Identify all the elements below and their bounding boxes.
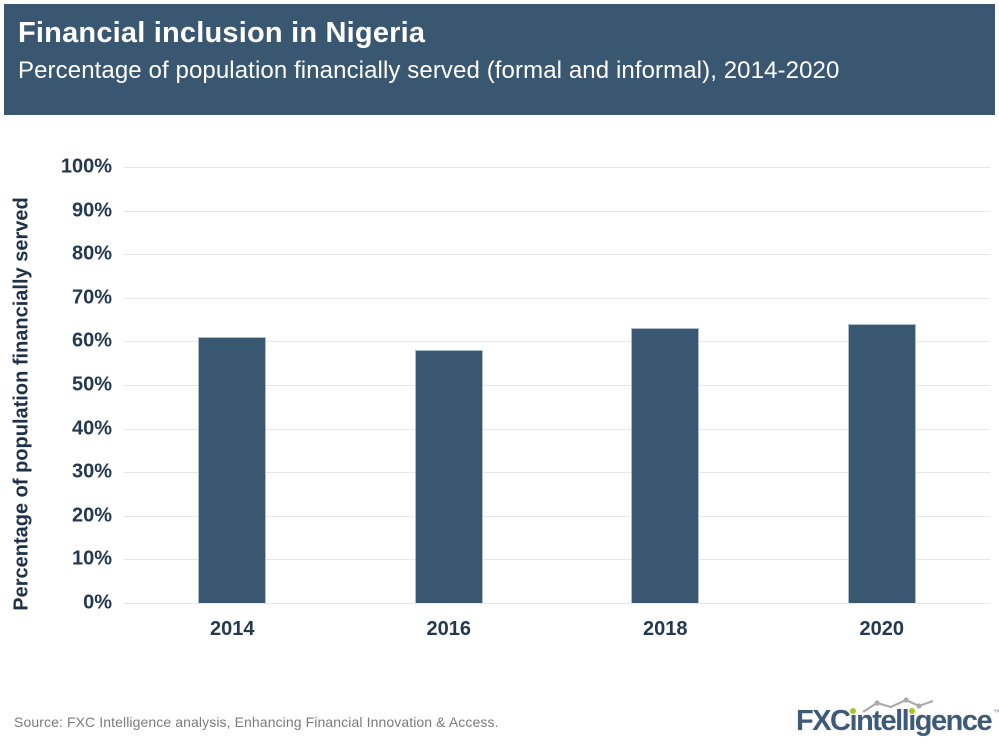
bar-2016: [414, 350, 483, 603]
y-tick-label-50: 50%: [71, 373, 112, 396]
x-axis-labels: 2014 2016 2018 2020: [124, 618, 990, 646]
logo-letter: e: [880, 705, 896, 737]
logo-letter: l: [895, 705, 903, 737]
bar-2014: [198, 337, 267, 603]
logo-text-intelligence: ıntellıgence: [849, 705, 993, 737]
gridline-50: [124, 385, 990, 386]
y-tick-label-40: 40%: [71, 417, 112, 440]
chart-header: Financial inclusion in Nigeria Percentag…: [4, 4, 995, 115]
gridline-20: [124, 515, 990, 517]
x-tick-label-2020: 2020: [859, 618, 905, 640]
bar-2020: [847, 323, 916, 603]
logo-letter: g: [914, 705, 933, 737]
logo-text: FXCıntellıgence ™: [796, 705, 999, 738]
logo-letter: n: [945, 705, 964, 737]
logo-trademark-icon: ™: [993, 708, 999, 718]
y-tick-label-90: 90%: [71, 199, 112, 222]
x-tick-label-2014: 2014: [210, 618, 255, 640]
logo-text-fxc: FXC: [796, 705, 851, 737]
gridline-30: [124, 472, 990, 474]
y-tick-label-70: 70%: [71, 286, 112, 309]
logo-letter: ı: [849, 705, 858, 737]
fxc-intelligence-logo: FXCıntellıgence ™: [796, 692, 999, 746]
logo-sparkline-icon: [862, 697, 934, 713]
gridline-60: [124, 341, 990, 343]
x-tick-label-2018: 2018: [643, 618, 688, 640]
logo-letter: l: [901, 705, 910, 737]
y-tick-label-100: 100%: [60, 155, 112, 178]
bar-2018: [631, 328, 700, 603]
y-tick-label-20: 20%: [71, 504, 112, 527]
y-tick-label-0: 0%: [83, 591, 112, 614]
logo-letter: t: [872, 705, 882, 737]
gridline-40: [124, 428, 990, 430]
logo-letter: e: [931, 705, 947, 737]
logo-letter: ı: [908, 705, 916, 737]
plot-area: [124, 167, 990, 604]
y-tick-label-30: 30%: [71, 460, 112, 483]
x-tick-label-2016: 2016: [426, 618, 472, 640]
source-note: Source: FXC Intelligence analysis, Enhan…: [14, 714, 499, 730]
y-axis-ticks: 0% 10% 20% 30% 40% 50% 60% 70% 80% 90% 100%: [0, 156, 112, 614]
chart-subtitle: Percentage of population financially ser…: [18, 57, 840, 84]
gridline-70: [124, 297, 990, 299]
gridline-80: [124, 254, 990, 256]
gridline-0: [124, 603, 990, 604]
y-tick-label-10: 10%: [71, 547, 112, 570]
logo-letter: e: [976, 705, 993, 737]
y-tick-label-80: 80%: [71, 242, 112, 265]
y-tick-label-60: 60%: [71, 329, 112, 352]
logo-letter: c: [961, 705, 978, 737]
gridline-10: [124, 559, 990, 561]
gridline-100: [124, 167, 990, 168]
gridline-90: [124, 210, 990, 212]
logo-letter: n: [856, 705, 874, 737]
chart-title: Financial inclusion in Nigeria: [18, 17, 426, 49]
